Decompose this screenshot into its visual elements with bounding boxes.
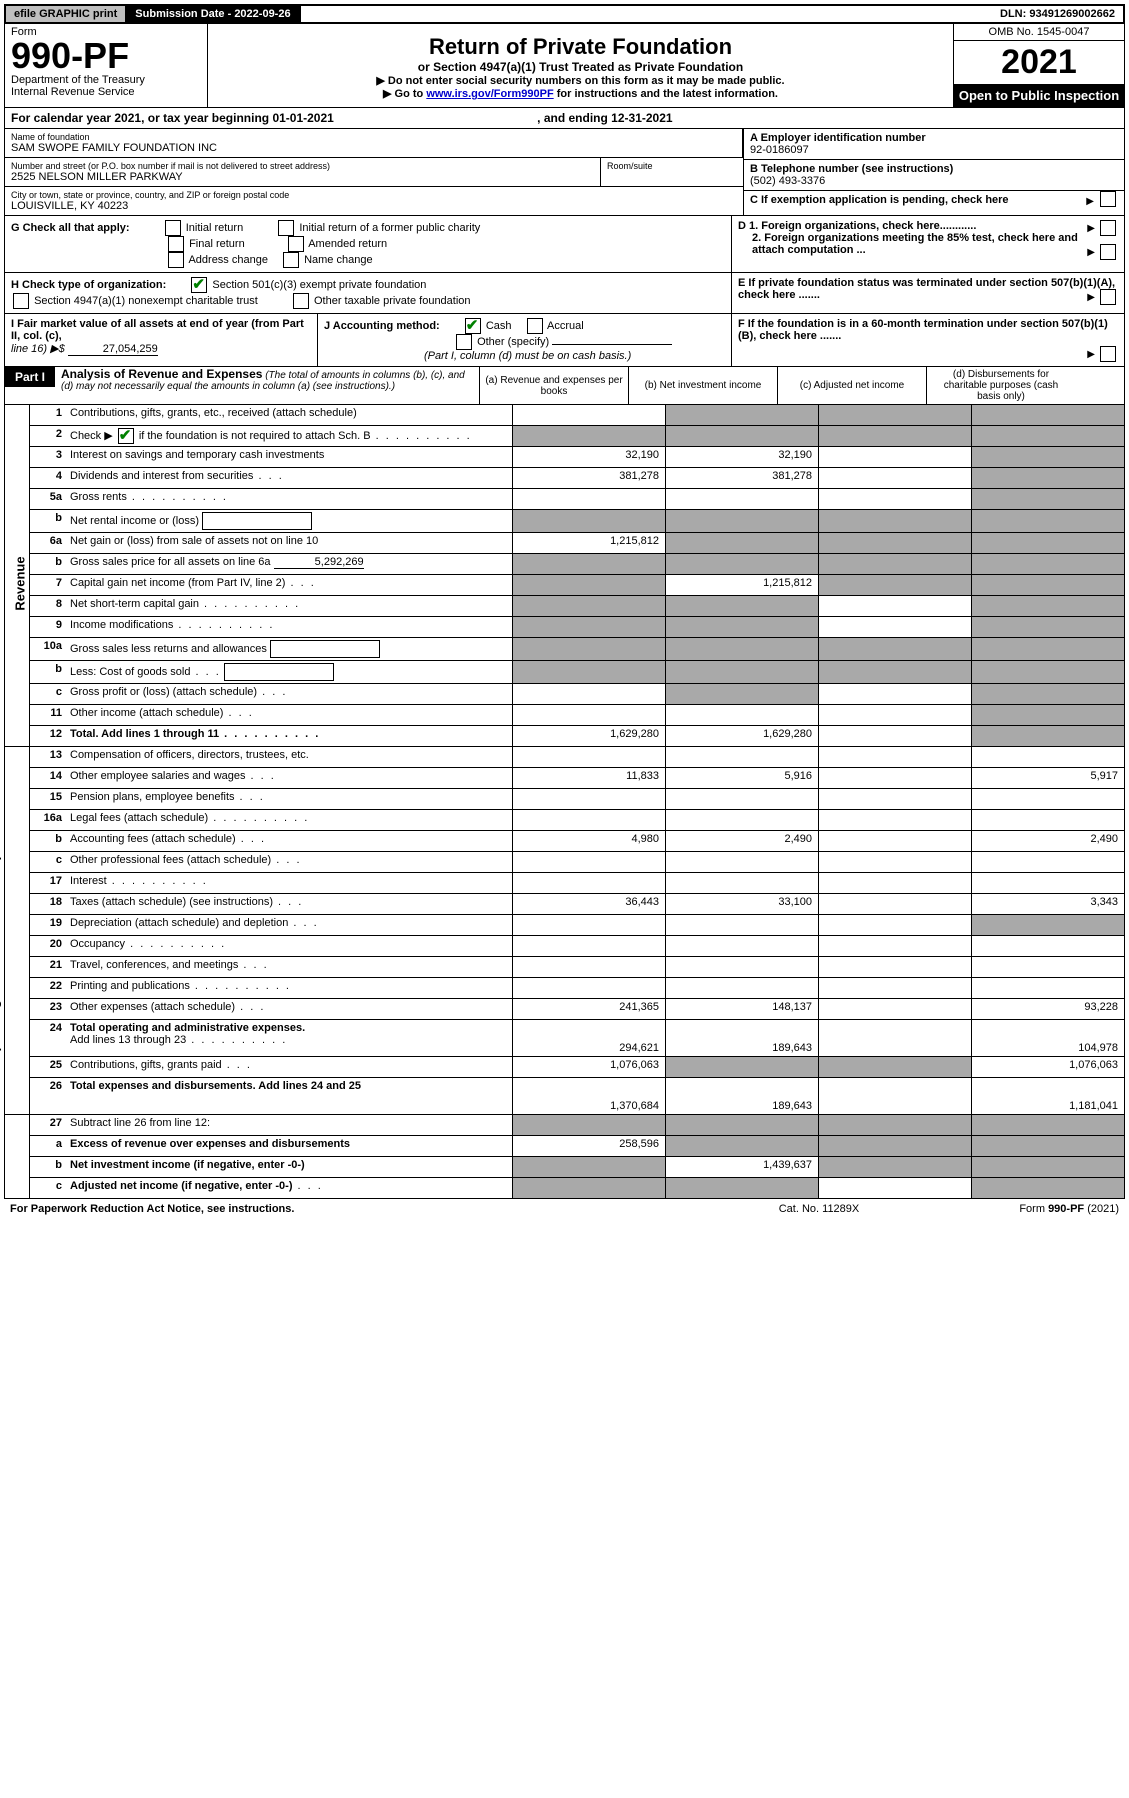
cat-number: Cat. No. 11289X xyxy=(719,1203,919,1215)
exemption-label: C If exemption application is pending, c… xyxy=(750,194,1009,206)
col-d-header: (d) Disbursements for charitable purpose… xyxy=(926,367,1075,404)
name-label: Name of foundation xyxy=(11,132,736,142)
tax-year: 2021 xyxy=(954,41,1124,84)
header-right: OMB No. 1545-0047 2021 Open to Public In… xyxy=(954,24,1124,107)
header-title-block: Return of Private Foundation or Section … xyxy=(208,24,954,107)
cash-checkbox[interactable] xyxy=(465,318,481,334)
i-block: I Fair market value of all assets at end… xyxy=(5,314,318,366)
form-title: Return of Private Foundation xyxy=(218,34,943,60)
note-link: ▶ Go to www.irs.gov/Form990PF for instru… xyxy=(218,87,943,100)
street-address: 2525 NELSON MILLER PARKWAY xyxy=(11,171,594,183)
arrow-icon xyxy=(1087,291,1095,303)
form-footer-id: Form 990-PF (2021) xyxy=(919,1203,1119,1215)
schb-checkbox[interactable] xyxy=(118,428,134,444)
col-c-header: (c) Adjusted net income xyxy=(777,367,926,404)
city-state-zip: LOUISVILLE, KY 40223 xyxy=(11,200,737,212)
part1-tag: Part I xyxy=(5,367,55,387)
address-label: Number and street (or P.O. box number if… xyxy=(11,161,594,171)
address-change-checkbox[interactable] xyxy=(168,252,184,268)
initial-former-checkbox[interactable] xyxy=(278,220,294,236)
d2-checkbox[interactable] xyxy=(1100,244,1116,260)
room-label: Room/suite xyxy=(607,161,737,171)
calendar-year-row: For calendar year 2021, or tax year begi… xyxy=(4,108,1125,129)
section-h-e: H Check type of organization: Section 50… xyxy=(4,273,1125,314)
paperwork-notice: For Paperwork Reduction Act Notice, see … xyxy=(10,1203,719,1215)
d1-checkbox[interactable] xyxy=(1100,220,1116,236)
f-checkbox[interactable] xyxy=(1100,346,1116,362)
d1-label: D 1. Foreign organizations, check here..… xyxy=(738,220,976,232)
dln: DLN: 93491269002662 xyxy=(992,6,1123,22)
h-block: H Check type of organization: Section 50… xyxy=(5,273,732,313)
ein-value: 92-0186097 xyxy=(750,144,1118,156)
col-b-header: (b) Net investment income xyxy=(628,367,777,404)
entity-info: Name of foundation SAM SWOPE FAMILY FOUN… xyxy=(4,129,1125,216)
omb-number: OMB No. 1545-0047 xyxy=(954,24,1124,41)
name-change-checkbox[interactable] xyxy=(283,252,299,268)
arrow-icon xyxy=(1087,348,1095,360)
revenue-table: Revenue 1Contributions, gifts, grants, e… xyxy=(4,405,1125,747)
part1-title: Analysis of Revenue and Expenses xyxy=(61,367,262,381)
501c3-checkbox[interactable] xyxy=(191,277,207,293)
form-subtitle: or Section 4947(a)(1) Trust Treated as P… xyxy=(218,60,943,74)
open-to-public: Open to Public Inspection xyxy=(954,84,1124,107)
section-g-d: G Check all that apply: Initial return I… xyxy=(4,216,1125,273)
section-i-j-f: I Fair market value of all assets at end… xyxy=(4,314,1125,367)
e-block: E If private foundation status was termi… xyxy=(732,273,1124,313)
footer: For Paperwork Reduction Act Notice, see … xyxy=(4,1198,1125,1219)
amended-checkbox[interactable] xyxy=(288,236,304,252)
j-block: J Accounting method: Cash Accrual Other … xyxy=(318,314,732,366)
irs-label: Internal Revenue Service xyxy=(11,86,201,98)
arrow-icon xyxy=(1086,195,1094,207)
arrow-icon xyxy=(1087,246,1095,258)
phone-value: (502) 493-3376 xyxy=(750,175,1118,187)
f-block: F If the foundation is in a 60-month ter… xyxy=(732,314,1124,366)
other-method-checkbox[interactable] xyxy=(456,334,472,350)
irs-link[interactable]: www.irs.gov/Form990PF xyxy=(426,88,553,100)
e-checkbox[interactable] xyxy=(1100,289,1116,305)
expenses-table: Operating and Administrative Expenses 13… xyxy=(4,747,1125,1115)
col-a-header: (a) Revenue and expenses per books xyxy=(479,367,628,404)
accrual-checkbox[interactable] xyxy=(527,318,543,334)
expenses-side-label: Operating and Administrative Expenses xyxy=(5,747,30,1114)
g-check-block: G Check all that apply: Initial return I… xyxy=(5,216,732,272)
fmv-value: 27,054,259 xyxy=(68,343,158,356)
form-number: 990-PF xyxy=(11,38,201,74)
note-ssn: ▶ Do not enter social security numbers o… xyxy=(218,74,943,87)
arrow-icon xyxy=(1087,222,1095,234)
line27-table: 27Subtract line 26 from line 12: aExcess… xyxy=(4,1115,1125,1199)
initial-return-checkbox[interactable] xyxy=(165,220,181,236)
e-label: E If private foundation status was termi… xyxy=(738,277,1115,301)
final-return-checkbox[interactable] xyxy=(168,236,184,252)
d2-label: 2. Foreign organizations meeting the 85%… xyxy=(752,232,1078,256)
phone-label: B Telephone number (see instructions) xyxy=(750,163,953,175)
exemption-checkbox[interactable] xyxy=(1100,191,1116,207)
header-left: Form 990-PF Department of the Treasury I… xyxy=(5,24,208,107)
ein-label: A Employer identification number xyxy=(750,132,926,144)
d-block: D 1. Foreign organizations, check here..… xyxy=(732,216,1124,272)
dept-treasury: Department of the Treasury xyxy=(11,74,201,86)
city-label: City or town, state or province, country… xyxy=(11,190,737,200)
4947-checkbox[interactable] xyxy=(13,293,29,309)
efile-button[interactable]: efile GRAPHIC print xyxy=(6,6,127,22)
other-taxable-checkbox[interactable] xyxy=(293,293,309,309)
submission-date: Submission Date - 2022-09-26 xyxy=(127,6,300,22)
revenue-side-label: Revenue xyxy=(5,405,30,746)
foundation-name: SAM SWOPE FAMILY FOUNDATION INC xyxy=(11,142,736,154)
form-header: Form 990-PF Department of the Treasury I… xyxy=(4,24,1125,108)
part1-header: Part I Analysis of Revenue and Expenses … xyxy=(4,367,1125,405)
top-bar: efile GRAPHIC print Submission Date - 20… xyxy=(4,4,1125,24)
